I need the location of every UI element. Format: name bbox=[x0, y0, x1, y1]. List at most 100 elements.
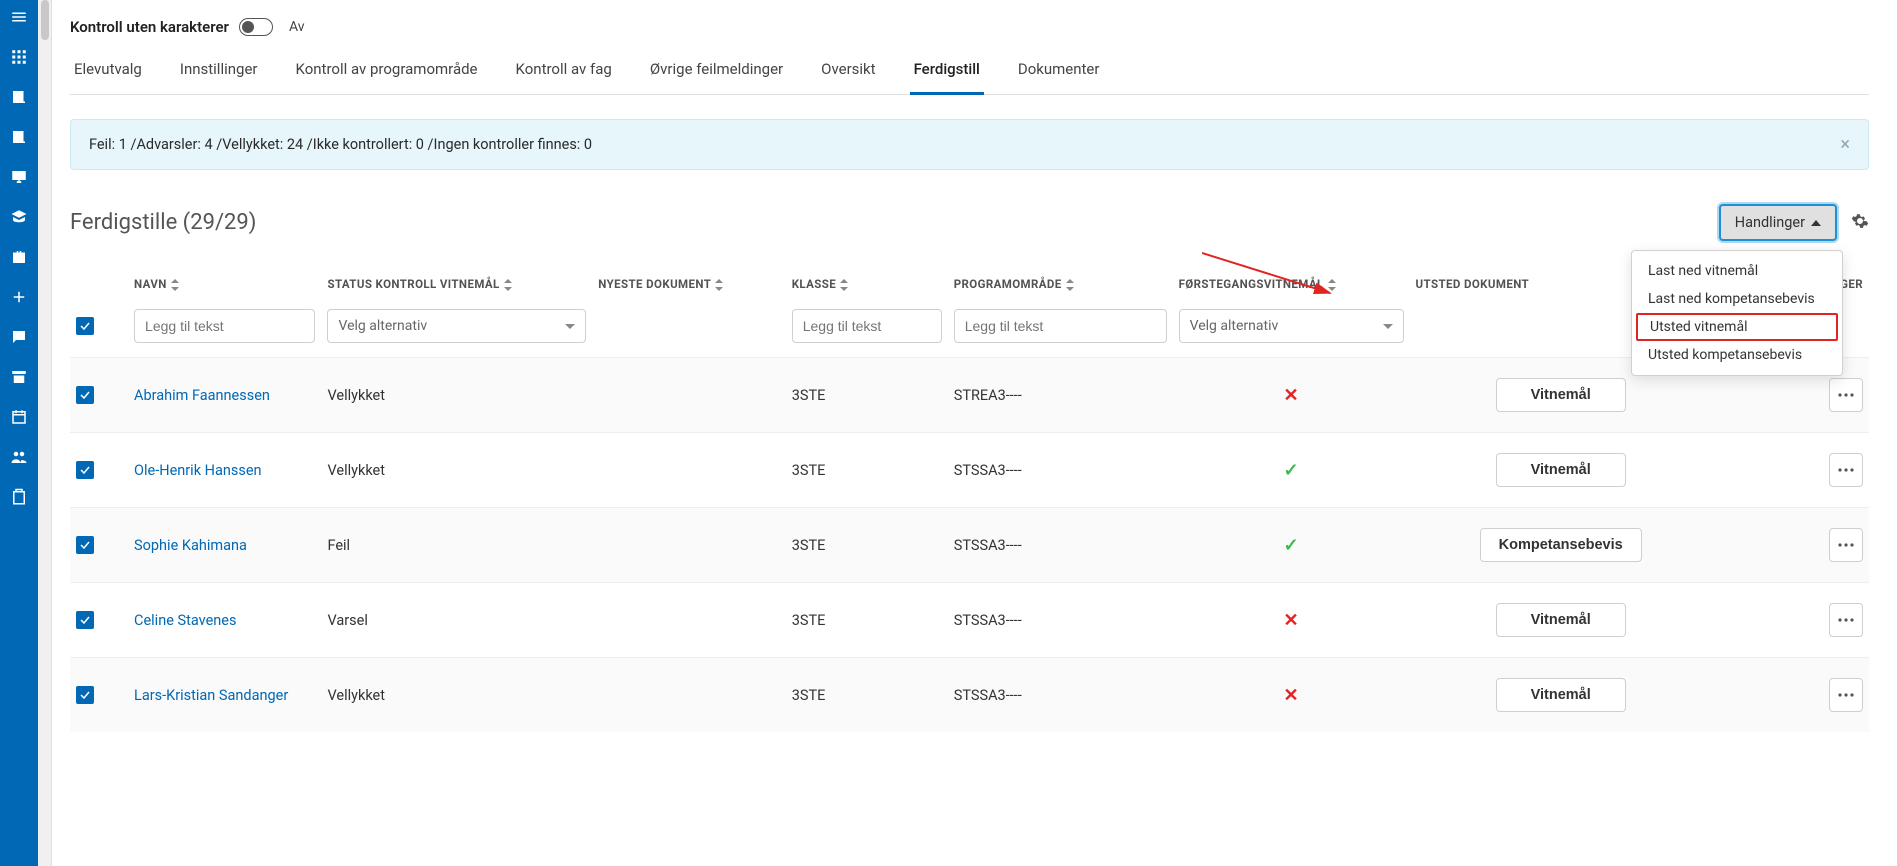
col-status-header[interactable]: STATUS KONTROLL VITNEMÅL bbox=[321, 269, 592, 305]
student-name-link[interactable]: Lars-Kristian Sandanger bbox=[134, 687, 288, 704]
col-class-header[interactable]: KLASSE bbox=[786, 269, 948, 305]
tab-ovrige-feilmeldinger[interactable]: Øvrige feilmeldinger bbox=[646, 50, 787, 95]
sort-icon bbox=[171, 279, 179, 291]
dropdown-issue-competence[interactable]: Utsted kompetansebevis bbox=[1632, 341, 1842, 369]
section-header: Ferdigstille (29/29) Handlinger bbox=[70, 204, 1869, 241]
cross-icon: ✕ bbox=[1284, 685, 1299, 706]
top-controls: Kontroll uten karakterer Av bbox=[70, 18, 1869, 36]
table-row: Abrahim Faannessen Vellykket 3STESTREA3---… bbox=[70, 358, 1869, 433]
status-cell: Vellykket bbox=[321, 658, 592, 733]
class-cell: 3STE bbox=[786, 583, 948, 658]
cross-icon: ✕ bbox=[1284, 610, 1299, 631]
row-more-button[interactable] bbox=[1829, 678, 1863, 712]
page-title: Ferdigstille (29/29) bbox=[70, 210, 256, 235]
chat-icon[interactable] bbox=[10, 328, 28, 346]
row-checkbox[interactable] bbox=[76, 386, 94, 404]
class-cell: 3STE bbox=[786, 433, 948, 508]
issue-document-button[interactable]: Kompetansebevis bbox=[1480, 528, 1642, 562]
table-row: Celine StavenesVarsel3STESTSSA3----✕Vitn… bbox=[70, 583, 1869, 658]
dropdown-issue-diploma[interactable]: Utsted vitnemål bbox=[1636, 313, 1838, 341]
row-more-button[interactable] bbox=[1829, 453, 1863, 487]
calendar-icon[interactable] bbox=[10, 408, 28, 426]
row-checkbox[interactable] bbox=[76, 611, 94, 629]
sort-icon bbox=[504, 279, 512, 291]
book-icon[interactable] bbox=[10, 88, 28, 106]
menu-icon[interactable] bbox=[10, 8, 28, 26]
program-cell: STREA3---- bbox=[948, 358, 1173, 433]
class-cell: 3STE bbox=[786, 508, 948, 583]
graduation-icon[interactable] bbox=[10, 208, 28, 226]
student-name-link[interactable]: Abrahim Faannessen bbox=[134, 387, 270, 404]
archive-icon[interactable] bbox=[10, 368, 28, 386]
student-name-link[interactable]: Sophie Kahimana bbox=[134, 537, 247, 554]
row-more-button[interactable] bbox=[1829, 603, 1863, 637]
issue-document-button[interactable]: Vitnemål bbox=[1496, 378, 1626, 412]
dropdown-download-competence[interactable]: Last ned kompetansebevis bbox=[1632, 285, 1842, 313]
filter-status-select[interactable]: Velg alternativ bbox=[327, 309, 586, 343]
tab-ferdigstill[interactable]: Ferdigstill bbox=[910, 50, 984, 95]
main-content: Kontroll uten karakterer Av Elevutvalg I… bbox=[52, 0, 1897, 866]
col-newest-header[interactable]: NYESTE DOKUMENT bbox=[592, 269, 785, 305]
student-name-link[interactable]: Celine Stavenes bbox=[134, 612, 236, 629]
row-more-button[interactable] bbox=[1829, 378, 1863, 412]
actions-button-label: Handlinger bbox=[1735, 214, 1805, 231]
row-checkbox[interactable] bbox=[76, 461, 94, 479]
status-cell: Feil bbox=[321, 508, 592, 583]
row-checkbox[interactable] bbox=[76, 536, 94, 554]
status-cell: Vellykket bbox=[321, 358, 592, 433]
toggle-state-label: Av bbox=[289, 19, 305, 35]
control-without-grades-label: Kontroll uten karakterer bbox=[70, 18, 229, 36]
control-without-grades-toggle[interactable] bbox=[239, 18, 273, 36]
col-first-header[interactable]: FØRSTEGANGSVITNEMÅL bbox=[1173, 269, 1410, 305]
row-more-button[interactable] bbox=[1829, 528, 1863, 562]
filter-program-input[interactable] bbox=[954, 309, 1167, 343]
actions-dropdown-menu: Last ned vitnemål Last ned kompetansebev… bbox=[1631, 250, 1843, 376]
tab-elevutvalg[interactable]: Elevutvalg bbox=[70, 50, 146, 95]
chevron-down-icon bbox=[1383, 324, 1393, 329]
users-icon[interactable] bbox=[10, 448, 28, 466]
tab-kontroll-programomrade[interactable]: Kontroll av programområde bbox=[292, 50, 482, 95]
filter-name-input[interactable] bbox=[134, 309, 315, 343]
table-row: Ole-Henrik HanssenVellykket3STESTSSA3---… bbox=[70, 433, 1869, 508]
check-icon: ✓ bbox=[1284, 460, 1299, 481]
scrollbar-vertical[interactable] bbox=[38, 0, 52, 866]
sort-icon bbox=[715, 279, 723, 291]
program-cell: STSSA3---- bbox=[948, 508, 1173, 583]
grid-icon[interactable] bbox=[10, 48, 28, 66]
filter-class-input[interactable] bbox=[792, 309, 942, 343]
tab-innstillinger[interactable]: Innstillinger bbox=[176, 50, 262, 95]
issue-document-button[interactable]: Vitnemål bbox=[1496, 678, 1626, 712]
settings-gear-icon[interactable] bbox=[1851, 212, 1869, 234]
sort-icon bbox=[840, 279, 848, 291]
student-name-link[interactable]: Ole-Henrik Hanssen bbox=[134, 462, 262, 479]
sort-icon bbox=[1066, 279, 1074, 291]
row-checkbox[interactable] bbox=[76, 686, 94, 704]
briefcase-icon[interactable] bbox=[10, 248, 28, 266]
tab-kontroll-fag[interactable]: Kontroll av fag bbox=[512, 50, 616, 95]
check-icon: ✓ bbox=[1284, 535, 1299, 556]
filter-first-select[interactable]: Velg alternativ bbox=[1179, 309, 1404, 343]
caret-up-icon bbox=[1811, 220, 1821, 226]
select-all-checkbox[interactable] bbox=[76, 317, 94, 335]
class-cell: 3STE bbox=[786, 358, 948, 433]
issue-document-button[interactable]: Vitnemål bbox=[1496, 453, 1626, 487]
alert-text: Feil: 1 /Advarsler: 4 /Vellykket: 24 /Ik… bbox=[89, 136, 592, 153]
book2-icon[interactable] bbox=[10, 128, 28, 146]
col-program-header[interactable]: PROGRAMOMRÅDE bbox=[948, 269, 1173, 305]
issue-document-button[interactable]: Vitnemål bbox=[1496, 603, 1626, 637]
status-cell: Vellykket bbox=[321, 433, 592, 508]
program-cell: STSSA3---- bbox=[948, 658, 1173, 733]
tab-dokumenter[interactable]: Dokumenter bbox=[1014, 50, 1104, 95]
cross-icon: ✕ bbox=[1284, 385, 1299, 406]
alert-close-icon[interactable]: × bbox=[1840, 134, 1850, 155]
col-name-header[interactable]: NAVN bbox=[128, 269, 321, 305]
dropdown-download-diploma[interactable]: Last ned vitnemål bbox=[1632, 257, 1842, 285]
clipboard-icon[interactable] bbox=[10, 488, 28, 506]
tab-oversikt[interactable]: Oversikt bbox=[817, 50, 879, 95]
status-alert: Feil: 1 /Advarsler: 4 /Vellykket: 24 /Ik… bbox=[70, 119, 1869, 170]
actions-dropdown-button[interactable]: Handlinger bbox=[1719, 204, 1837, 241]
presentation-icon[interactable] bbox=[10, 168, 28, 186]
scrollbar-thumb[interactable] bbox=[41, 0, 49, 40]
plus-icon[interactable] bbox=[10, 288, 28, 306]
sort-icon bbox=[1328, 279, 1336, 291]
